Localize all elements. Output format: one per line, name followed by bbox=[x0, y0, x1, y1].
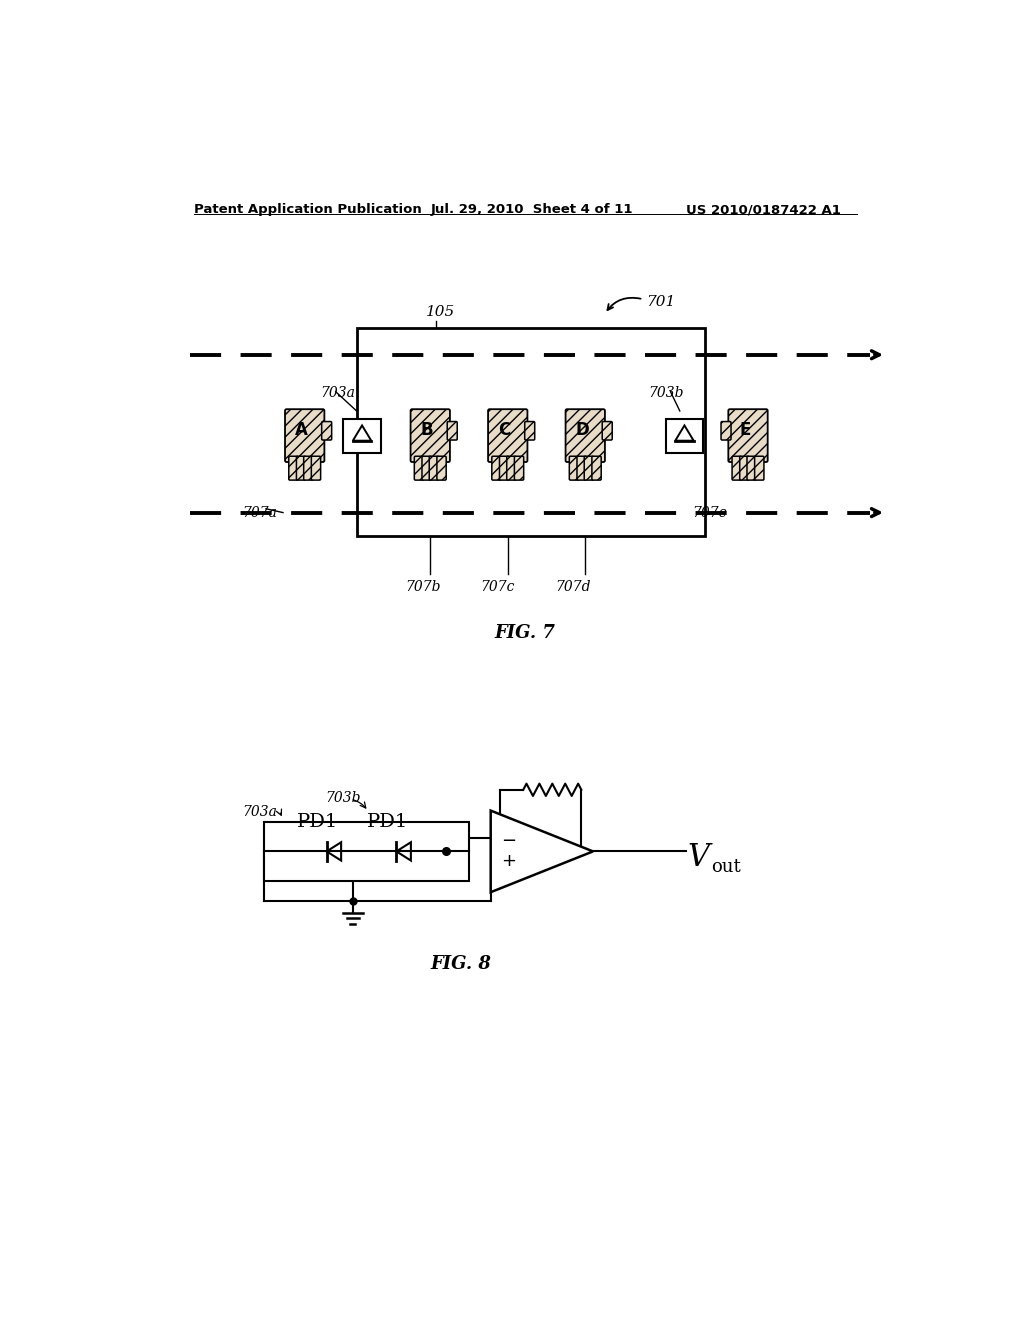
Text: −: − bbox=[502, 833, 517, 850]
Text: D: D bbox=[575, 421, 589, 440]
Text: out: out bbox=[711, 858, 740, 875]
Text: 707d: 707d bbox=[556, 579, 591, 594]
FancyBboxPatch shape bbox=[411, 409, 450, 462]
FancyBboxPatch shape bbox=[304, 457, 313, 480]
Text: 703a: 703a bbox=[321, 385, 355, 400]
FancyBboxPatch shape bbox=[500, 457, 509, 480]
FancyBboxPatch shape bbox=[577, 457, 587, 480]
FancyBboxPatch shape bbox=[565, 409, 605, 462]
Text: Patent Application Publication: Patent Application Publication bbox=[194, 203, 422, 216]
FancyBboxPatch shape bbox=[746, 457, 757, 480]
Bar bbox=[263, 822, 469, 880]
FancyBboxPatch shape bbox=[492, 457, 501, 480]
FancyBboxPatch shape bbox=[437, 457, 446, 480]
FancyBboxPatch shape bbox=[447, 421, 458, 440]
FancyBboxPatch shape bbox=[311, 457, 321, 480]
Polygon shape bbox=[490, 810, 593, 892]
FancyBboxPatch shape bbox=[429, 457, 438, 480]
FancyBboxPatch shape bbox=[289, 457, 298, 480]
FancyBboxPatch shape bbox=[755, 457, 764, 480]
FancyBboxPatch shape bbox=[524, 421, 535, 440]
Text: PD1: PD1 bbox=[367, 813, 408, 830]
Text: FIG. 7: FIG. 7 bbox=[495, 624, 555, 643]
FancyBboxPatch shape bbox=[285, 409, 325, 462]
Text: 703b: 703b bbox=[649, 385, 684, 400]
Text: 701: 701 bbox=[646, 296, 675, 309]
FancyBboxPatch shape bbox=[732, 457, 741, 480]
Text: V: V bbox=[687, 842, 710, 873]
FancyBboxPatch shape bbox=[415, 457, 424, 480]
Text: 105: 105 bbox=[426, 305, 456, 319]
FancyBboxPatch shape bbox=[514, 457, 523, 480]
FancyBboxPatch shape bbox=[569, 457, 579, 480]
FancyBboxPatch shape bbox=[422, 457, 431, 480]
FancyBboxPatch shape bbox=[585, 457, 594, 480]
Bar bbox=[343, 418, 381, 453]
Text: 707c: 707c bbox=[480, 579, 515, 594]
Bar bbox=[356, 327, 706, 536]
Text: 707a: 707a bbox=[243, 507, 278, 520]
FancyBboxPatch shape bbox=[728, 409, 768, 462]
Text: PD1: PD1 bbox=[297, 813, 338, 830]
Text: FIG. 8: FIG. 8 bbox=[431, 956, 492, 973]
FancyBboxPatch shape bbox=[721, 421, 731, 440]
Text: US 2010/0187422 A1: US 2010/0187422 A1 bbox=[686, 203, 841, 216]
Text: 707b: 707b bbox=[406, 579, 441, 594]
Text: Jul. 29, 2010  Sheet 4 of 11: Jul. 29, 2010 Sheet 4 of 11 bbox=[430, 203, 633, 216]
Text: 703a: 703a bbox=[243, 805, 278, 820]
FancyBboxPatch shape bbox=[602, 421, 612, 440]
Bar bbox=[666, 418, 703, 453]
FancyBboxPatch shape bbox=[739, 457, 749, 480]
FancyBboxPatch shape bbox=[488, 409, 527, 462]
Text: 703b: 703b bbox=[326, 792, 361, 805]
Text: +: + bbox=[502, 853, 516, 870]
Text: B: B bbox=[421, 421, 433, 440]
Text: 707e: 707e bbox=[692, 507, 727, 520]
FancyBboxPatch shape bbox=[296, 457, 306, 480]
FancyBboxPatch shape bbox=[322, 421, 332, 440]
Text: C: C bbox=[499, 421, 511, 440]
Text: A: A bbox=[295, 421, 308, 440]
FancyBboxPatch shape bbox=[592, 457, 601, 480]
Text: E: E bbox=[739, 421, 751, 440]
FancyBboxPatch shape bbox=[507, 457, 516, 480]
